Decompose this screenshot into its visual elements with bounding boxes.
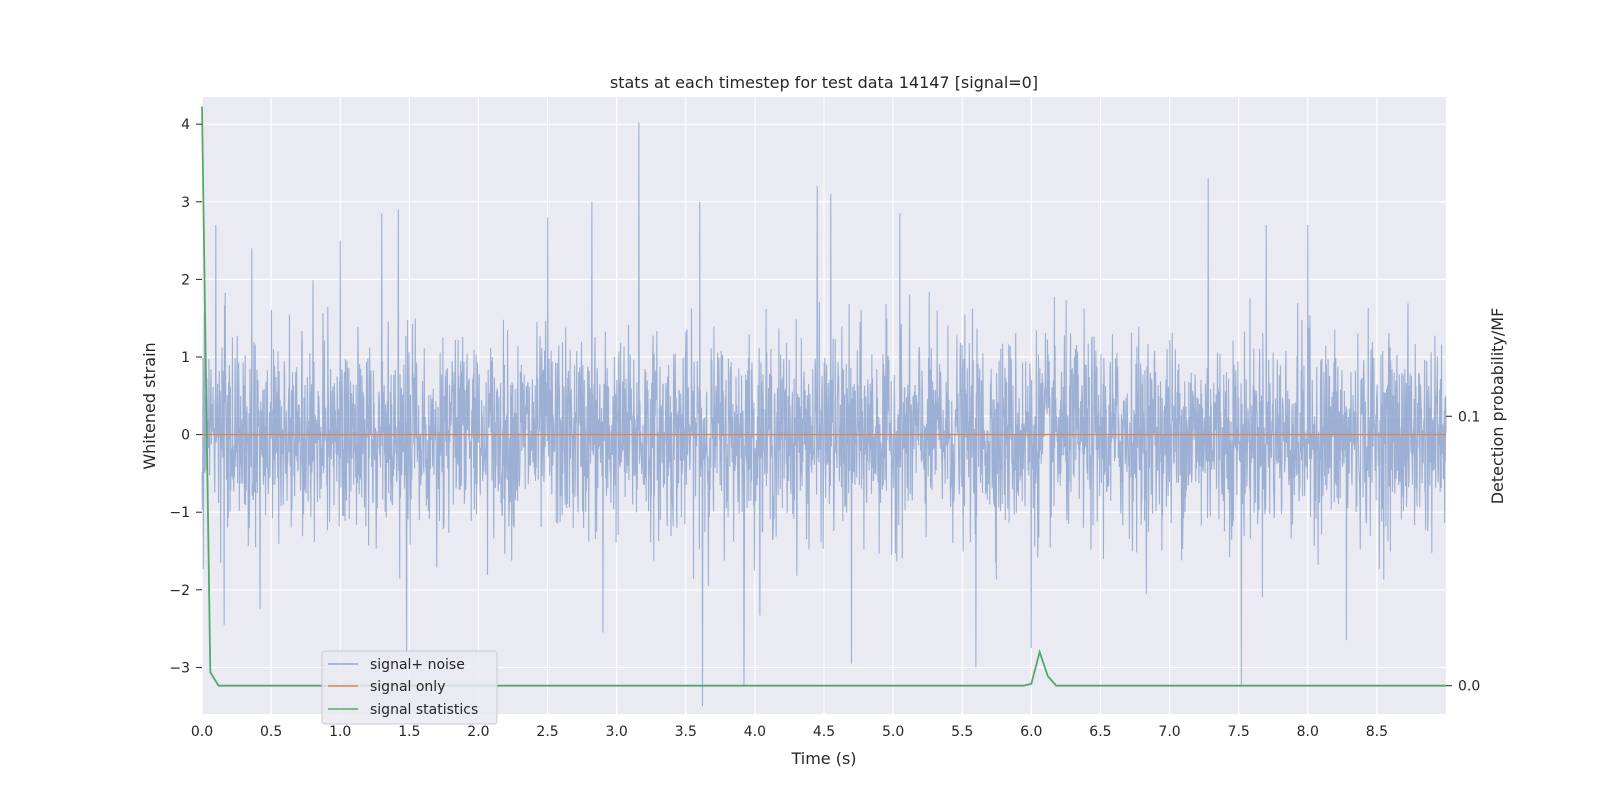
x-tick-label: 2.5	[536, 724, 558, 740]
x-tick-label: 4.5	[813, 724, 835, 740]
x-tick-label: 8.0	[1297, 724, 1319, 740]
x-tick-label: 3.5	[675, 724, 697, 740]
y-tick-label: −2	[169, 583, 190, 599]
x-tick-label: 1.5	[398, 724, 420, 740]
x-tick-label: 0.0	[191, 724, 213, 740]
y2-tick-label: 0.1	[1458, 409, 1480, 425]
y2-tick-label: 0.0	[1458, 679, 1480, 695]
legend-entry-noise: signal+ noise	[370, 657, 465, 673]
y-tick-label: −1	[169, 505, 190, 521]
y-axis-label: Whitened strain	[140, 342, 159, 469]
x-tick-label: 5.0	[882, 724, 904, 740]
x-tick-label: 7.5	[1228, 724, 1250, 740]
series-layer	[201, 106, 1447, 707]
series-line-stats	[201, 106, 1446, 687]
x-tick-label: 2.0	[467, 724, 489, 740]
x-axis-label: Time (s)	[790, 749, 856, 768]
y-tick-label: 2	[181, 272, 190, 288]
x-tick-label: 5.5	[951, 724, 973, 740]
legend: signal+ noise signal only signal statist…	[321, 650, 498, 725]
chart-title: stats at each timestep for test data 141…	[610, 73, 1038, 92]
y2-axis-label: Detection probability/MF	[1488, 308, 1507, 505]
legend-box	[321, 650, 498, 725]
series-line-noise	[201, 122, 1447, 707]
y-tick-label: 0	[181, 428, 190, 444]
x-tick-label: 7.0	[1158, 724, 1180, 740]
y-tick-label: −3	[169, 660, 190, 676]
y-tick-label: 1	[181, 350, 190, 366]
x-tick-label: 0.5	[260, 724, 282, 740]
x-tick-label: 4.0	[744, 724, 766, 740]
y-tick-label: 3	[181, 195, 190, 211]
y-tick-label: 4	[181, 117, 190, 133]
x-tick-label: 1.0	[329, 724, 351, 740]
legend-entry-stats: signal statistics	[370, 702, 478, 718]
tick-layer: 0.0 0.5 1.0 1.5 2.0 2.5 3.0 3.5 4.0 4.5 5.0 5.5 6.0 6…	[169, 117, 1480, 740]
x-tick-label: 6.5	[1089, 724, 1111, 740]
x-tick-label: 8.5	[1366, 724, 1388, 740]
legend-entry-signal: signal only	[370, 679, 445, 695]
x-tick-label: 3.0	[606, 724, 628, 740]
x-tick-label: 6.0	[1020, 724, 1042, 740]
